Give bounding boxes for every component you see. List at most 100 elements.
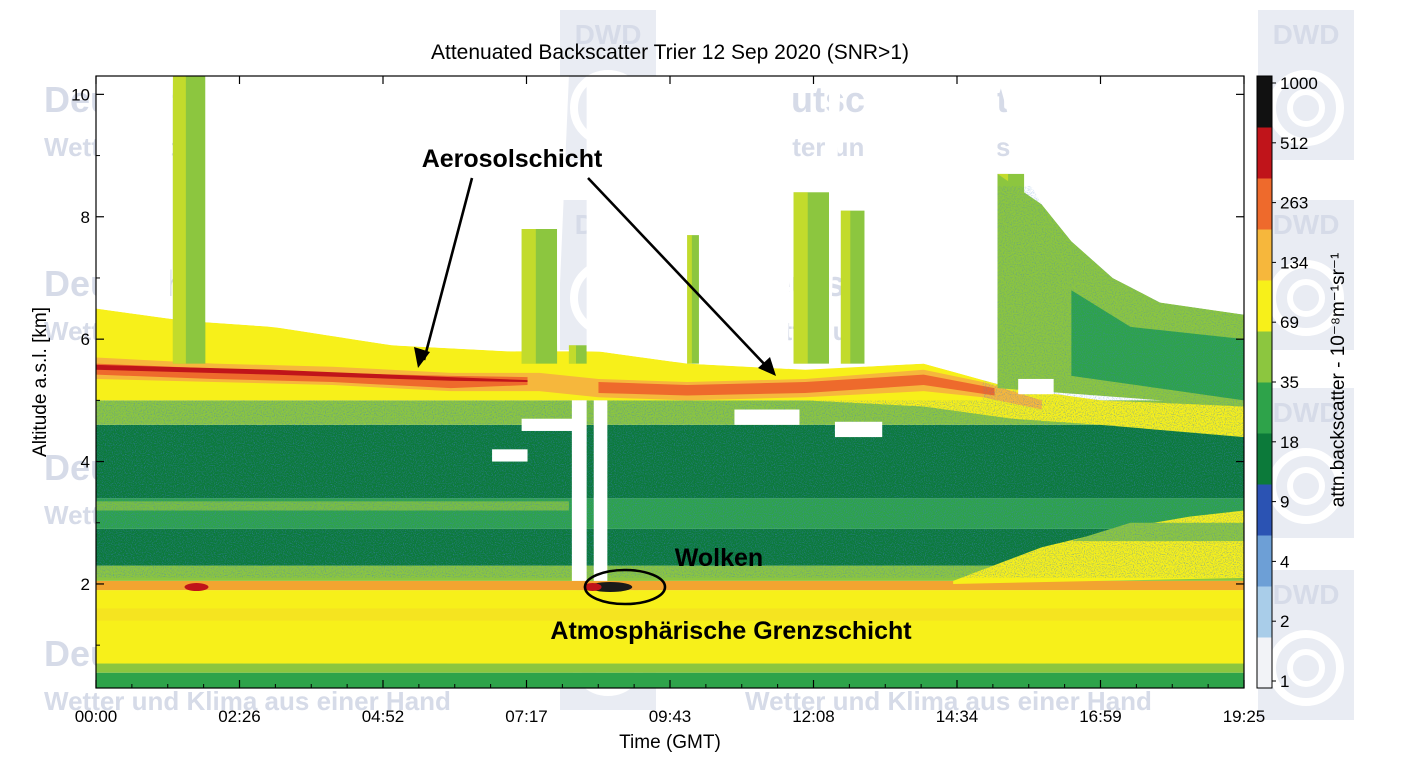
no-data-patch: [521, 418, 575, 431]
cloud-free-column: [687, 235, 699, 364]
no-data-region: [205, 76, 522, 352]
watermark-logo-text: DWD: [1273, 209, 1340, 240]
y-tick-label: 10: [71, 85, 90, 104]
x-tick-label: 07:17: [505, 707, 548, 726]
colorbar-tick-label: 1: [1280, 672, 1289, 691]
column-speckle: [840, 210, 851, 364]
no-data-region: [96, 76, 173, 319]
colorbar-swatch: [1257, 178, 1272, 230]
no-data-patch: [492, 449, 528, 462]
y-tick-label: 6: [81, 330, 90, 349]
colorbar-tick-label: 512: [1280, 134, 1308, 153]
x-axis: 00:00 02:26 04:52 07:17 09:43 12:08 14:34 16:59…: [75, 76, 1266, 726]
colorbar-tick-label: 2: [1280, 612, 1289, 631]
noise-speckle: [96, 400, 1244, 578]
aerosol-peak: [96, 364, 528, 382]
y-tick-label: 2: [81, 575, 90, 594]
no-data-region: [997, 76, 1244, 315]
no-data-patch: [834, 421, 883, 438]
chart-title: Attenuated Backscatter Trier 12 Sep 2020…: [431, 41, 909, 64]
colorbar-tick-label: 134: [1280, 253, 1308, 272]
cloud-shadow-gap: [571, 400, 587, 581]
colorbar-swatch: [1257, 433, 1272, 485]
column-speckle: [172, 76, 186, 364]
arrow-head-left: [414, 347, 430, 368]
x-tick-label: 12:08: [792, 707, 835, 726]
annotations: Aerosolschicht Wolken Atmosphärische Gre…: [414, 145, 912, 645]
colorbar-swatch: [1257, 586, 1272, 638]
y-axis-label: Altitude a.s.l. [km]: [30, 307, 51, 457]
colorbar-swatch: [1257, 331, 1272, 383]
colorbar-tick-label: 9: [1280, 493, 1289, 512]
column-speckle: [687, 235, 692, 364]
watermark-logo-text: DWD: [1273, 19, 1340, 50]
y-axis: 2 4 6 8 10: [71, 85, 1244, 646]
colorbar-tick-label: 18: [1280, 433, 1299, 452]
aerosol-core: [598, 374, 995, 396]
no-data-region: [557, 76, 569, 352]
arrow-aerosol-right: [587, 177, 769, 369]
annotation-aerosol: Aerosolschicht: [422, 145, 603, 173]
watermark-logo-text: DWD: [1273, 579, 1340, 610]
watermark-logo-swirl: [1287, 89, 1325, 127]
annotation-clouds: Wolken: [675, 544, 763, 572]
arrow-head-right: [758, 357, 776, 376]
no-data-region: [864, 76, 998, 385]
colorbar-swatch: [1257, 484, 1272, 536]
x-tick-label: 09:43: [649, 707, 692, 726]
colorbar-label: attn.backscatter - 10⁻⁸m⁻¹sr⁻¹: [1328, 253, 1349, 508]
backscatter-heatmap: [96, 76, 1244, 688]
x-axis-label: Time (GMT): [619, 732, 721, 753]
colorbar-tick-label: 263: [1280, 194, 1308, 213]
colorbar-swatch: [1257, 382, 1272, 434]
colorbar-tick-label: 4: [1280, 552, 1289, 571]
watermark-slogan: Wetter und Klima aus einer Hand: [44, 686, 451, 716]
watermark-slogan: Wetter und Klima aus einer Hand: [745, 686, 1152, 716]
x-tick-label: 16:59: [1079, 707, 1122, 726]
clouds-highlight: [583, 568, 667, 606]
y-tick-label: 8: [81, 208, 90, 227]
watermark-logo-swirl: [1287, 279, 1325, 317]
x-tick-label: 19:25: [1223, 707, 1266, 726]
watermark-logo: [1258, 388, 1354, 538]
cloud-marker: [184, 583, 209, 592]
no-data-region: [586, 76, 688, 363]
colorbar-swatch: [1257, 637, 1272, 689]
colorbar-swatch: [1257, 280, 1272, 332]
watermark-logo: [1258, 200, 1354, 350]
colorbar-swatch: [1257, 127, 1272, 179]
no-data-patch: [734, 409, 800, 425]
x-tick-label: 14:34: [936, 707, 979, 726]
band-boundary-layer: [96, 590, 1244, 664]
column-speckle: [793, 192, 808, 364]
colorbar-swatch: [1257, 535, 1272, 587]
x-tick-label: 00:00: [75, 707, 118, 726]
x-tick-label: 02:26: [218, 707, 261, 726]
watermark-logo-swirl: [1287, 649, 1325, 687]
band-boundary-top: [96, 580, 1244, 591]
aerosol-layer: [96, 357, 1042, 410]
column-speckle: [568, 345, 577, 364]
arrow-aerosol-left: [422, 177, 474, 361]
cloud-shadow-gap: [593, 400, 608, 581]
band-boundary-inner: [96, 608, 1244, 621]
colorbar-tick-label: 1000: [1280, 74, 1318, 93]
no-data-region: [698, 76, 794, 369]
x-tick-label: 04:52: [362, 707, 405, 726]
band-surface-edge: [96, 663, 1244, 673]
watermark-logo-text: DWD: [575, 19, 642, 50]
watermark-logo-text: DWD: [1273, 397, 1340, 428]
colorbar-tick-label: 35: [1280, 373, 1299, 392]
watermark-logo-swirl: [1287, 467, 1325, 505]
colorbar-tick-label: 69: [1280, 313, 1299, 332]
colorbar-swatch: [1257, 229, 1272, 281]
watermark-logo: [1258, 10, 1354, 160]
no-data-region: [829, 76, 841, 369]
colorbar: 1000 512 263 134 69 35 18 9 4 2 1: [1256, 74, 1318, 691]
column-speckle: [521, 229, 536, 364]
annotation-boundary-layer: Atmosphärische Grenzschicht: [550, 617, 912, 645]
no-data-patch: [1018, 378, 1054, 395]
y-tick-label: 4: [81, 453, 90, 472]
colorbar-swatch: [1257, 76, 1272, 128]
